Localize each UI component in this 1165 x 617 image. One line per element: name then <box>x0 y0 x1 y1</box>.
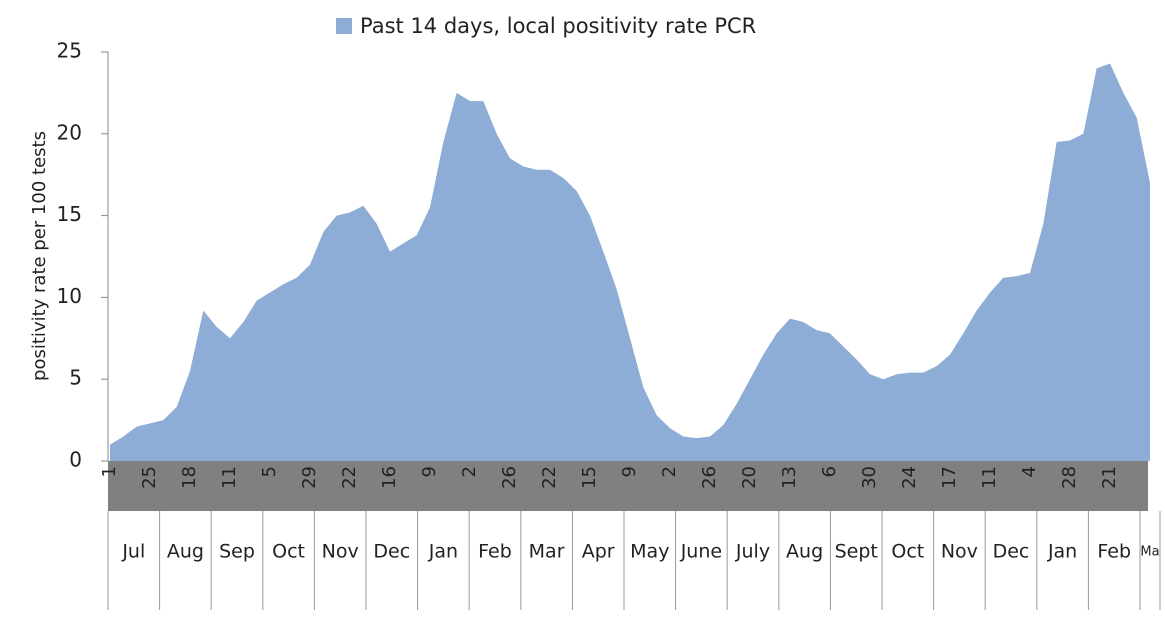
x-tick-label: 22 <box>339 466 360 489</box>
x-tick-label: 1 <box>99 466 120 477</box>
month-label: Jul <box>121 541 145 563</box>
month-label: Oct <box>272 541 305 563</box>
x-tick-label: 22 <box>539 466 560 489</box>
month-label: Mar <box>529 541 565 563</box>
month-label: Sep <box>219 541 255 563</box>
x-tick-label: 28 <box>1059 466 1080 489</box>
month-label: Feb <box>1097 541 1131 563</box>
x-tick-label: 6 <box>819 466 840 477</box>
x-tick-label: 2 <box>659 466 680 477</box>
month-label: Sept <box>835 541 878 563</box>
month-label: July <box>735 541 770 563</box>
month-label: Jan <box>1047 541 1077 563</box>
x-tick-label: 25 <box>139 466 160 489</box>
legend-label: Past 14 days, local positivity rate PCR <box>360 14 756 38</box>
month-label: June <box>680 541 722 563</box>
x-tick-label: 9 <box>419 466 440 477</box>
x-tick-label: 21 <box>1099 466 1120 489</box>
x-tick-label: 5 <box>259 466 280 477</box>
y-tick-label: 25 <box>57 39 82 63</box>
x-tick-label: 13 <box>779 466 800 489</box>
y-tick-label: 0 <box>69 448 82 472</box>
x-tick-label: 18 <box>179 466 200 489</box>
month-label: Dec <box>993 541 1030 563</box>
y-tick-label: 15 <box>57 202 82 226</box>
month-label: Apr <box>582 541 615 563</box>
x-tick-label: 17 <box>939 466 960 489</box>
x-axis-band <box>108 461 1148 511</box>
x-tick-label: 20 <box>739 466 760 489</box>
x-tick-label: 30 <box>859 466 880 489</box>
x-tick-label: 15 <box>579 466 600 489</box>
x-tick-label: 26 <box>499 466 520 489</box>
x-tick-label: 2 <box>459 466 480 477</box>
month-label: Dec <box>373 541 410 563</box>
month-label: Aug <box>786 541 823 563</box>
x-tick-label: 4 <box>1019 466 1040 477</box>
x-tick-label: 26 <box>699 466 720 489</box>
month-label: Ma <box>1140 545 1159 560</box>
x-tick-label: 24 <box>899 466 920 489</box>
legend-swatch <box>336 18 352 34</box>
x-tick-label: 11 <box>219 466 240 489</box>
month-label: Aug <box>167 541 204 563</box>
x-tick-label: 11 <box>979 466 1000 489</box>
y-tick-label: 10 <box>57 284 82 308</box>
x-tick-label: 9 <box>619 466 640 477</box>
y-tick-label: 20 <box>57 120 82 144</box>
y-tick-label: 5 <box>69 366 82 390</box>
x-tick-label: 16 <box>379 466 400 489</box>
month-label: Nov <box>941 541 978 563</box>
area <box>110 63 1150 462</box>
month-label: Oct <box>891 541 924 563</box>
month-label: May <box>630 541 669 563</box>
month-label: Feb <box>478 541 512 563</box>
y-axis-label: positivity rate per 100 tests <box>29 131 50 381</box>
month-label: Nov <box>322 541 359 563</box>
month-label: Jan <box>428 541 458 563</box>
x-tick-label: 29 <box>299 466 320 489</box>
